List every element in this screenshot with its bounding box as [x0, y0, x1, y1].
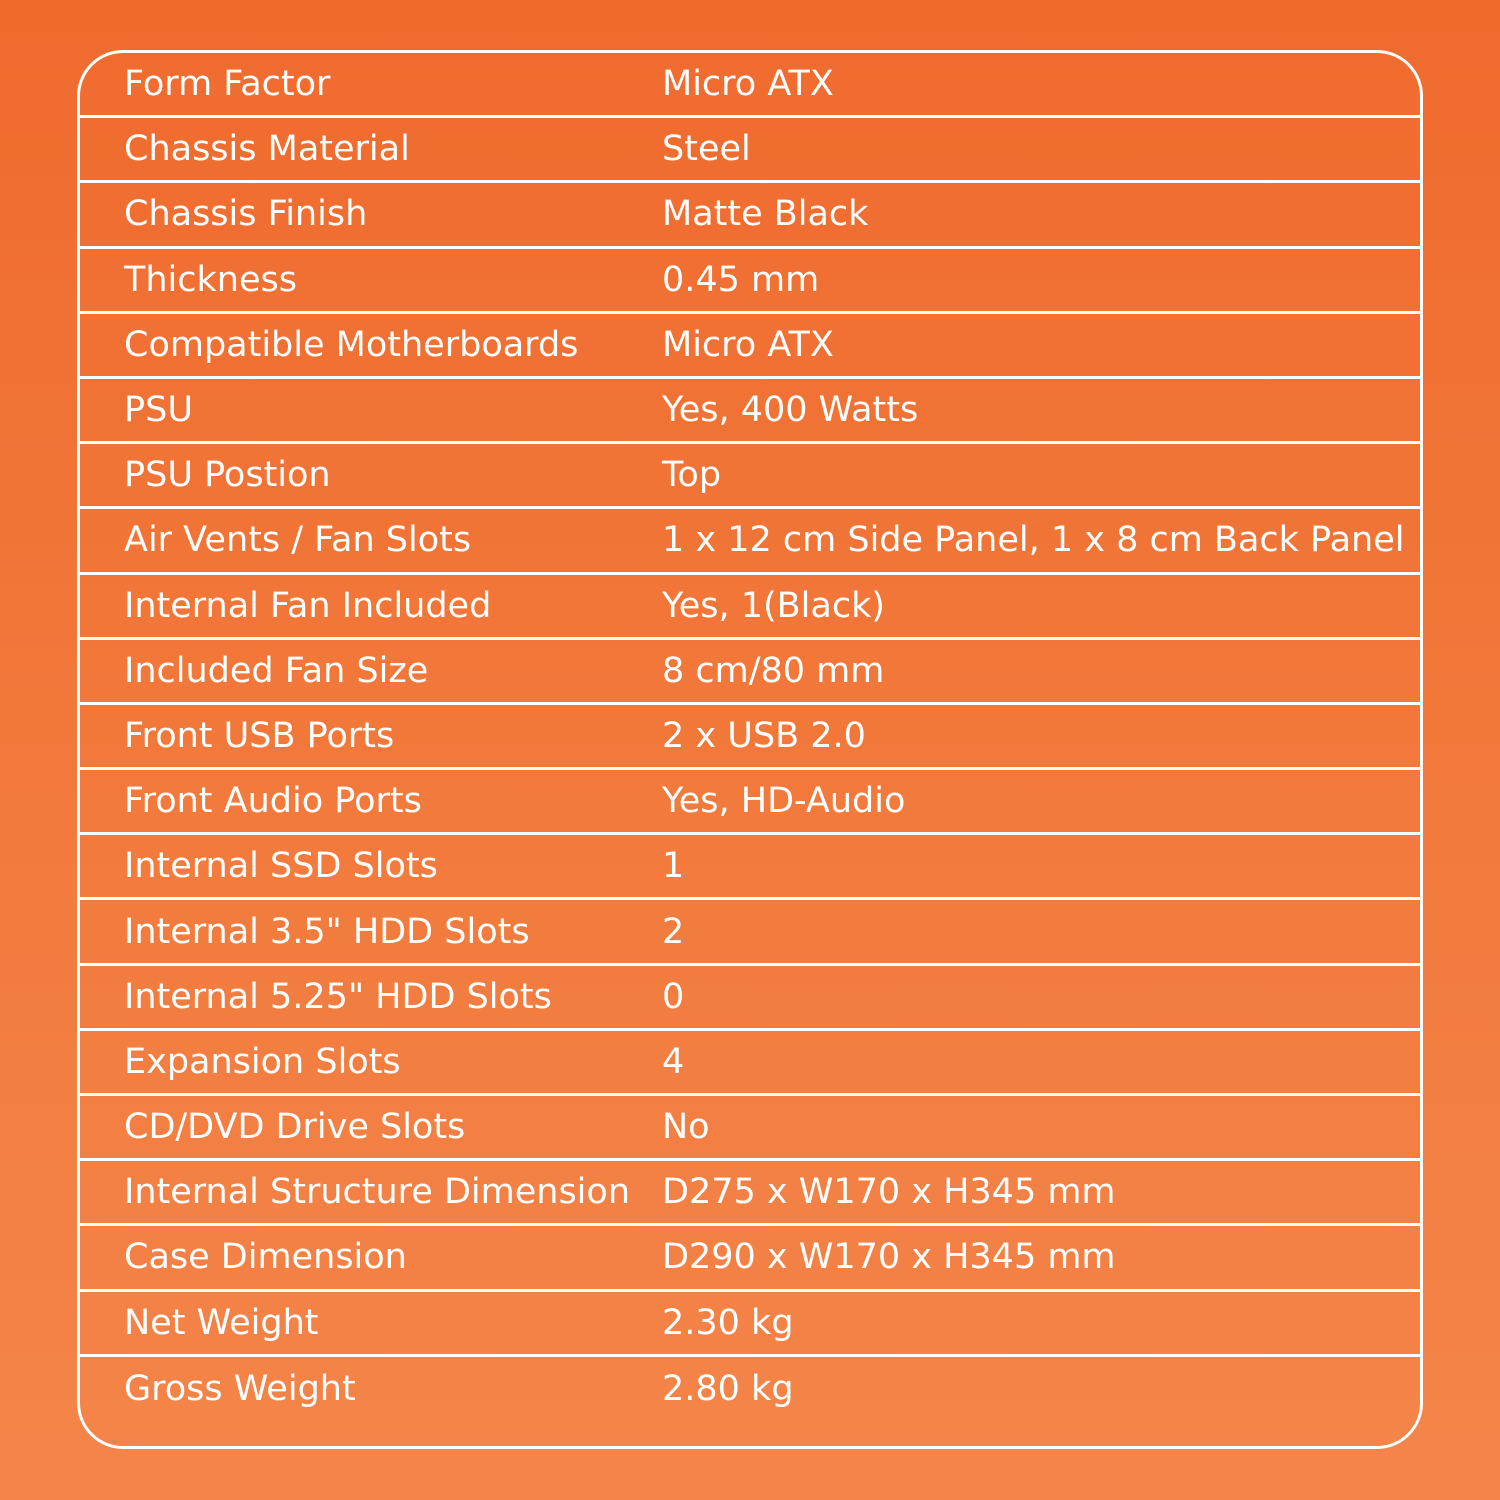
spec-row-form-factor: Form Factor Micro ATX	[80, 53, 1420, 119]
spec-value: Yes, HD-Audio	[662, 781, 906, 822]
spec-value: 4	[662, 1041, 685, 1082]
spec-row-internal-35-hdd-slots: Internal 3.5" HDD Slots 2	[80, 900, 1420, 966]
spec-label: Compatible Motherboards	[124, 324, 579, 365]
spec-row-chassis-finish: Chassis Finish Matte Black	[80, 183, 1420, 249]
spec-row-internal-525-hdd-slots: Internal 5.25" HDD Slots 0	[80, 966, 1420, 1031]
spec-value: Yes, 1(Black)	[662, 585, 886, 626]
spec-label: Chassis Material	[124, 129, 410, 170]
spec-value: 1	[662, 846, 685, 887]
spec-label: Internal 3.5" HDD Slots	[124, 911, 530, 952]
spec-label: Internal SSD Slots	[124, 846, 438, 887]
spec-row-air-vents: Air Vents / Fan Slots 1 x 12 cm Side Pan…	[80, 509, 1420, 575]
spec-row-included-fan-size: Included Fan Size 8 cm/80 mm	[80, 640, 1420, 705]
spec-value: 2 x USB 2.0	[662, 715, 866, 756]
spec-row-front-usb-ports: Front USB Ports 2 x USB 2.0	[80, 705, 1420, 771]
spec-value: 0.45 mm	[662, 259, 820, 300]
spec-row-gross-weight: Gross Weight 2.80 kg	[80, 1357, 1420, 1422]
spec-value: D290 x W170 x H345 mm	[662, 1237, 1116, 1278]
spec-row-internal-ssd-slots: Internal SSD Slots 1	[80, 835, 1420, 901]
spec-value: Steel	[662, 129, 751, 170]
spec-value: Matte Black	[662, 194, 869, 235]
spec-row-expansion-slots: Expansion Slots 4	[80, 1031, 1420, 1096]
spec-row-thickness: Thickness 0.45 mm	[80, 249, 1420, 314]
spec-row-case-dimension: Case Dimension D290 x W170 x H345 mm	[80, 1226, 1420, 1292]
spec-row-cd-dvd-drive-slots: CD/DVD Drive Slots No	[80, 1096, 1420, 1162]
spec-row-compatible-motherboards: Compatible Motherboards Micro ATX	[80, 314, 1420, 379]
spec-table: Form Factor Micro ATX Chassis Material S…	[77, 50, 1423, 1449]
spec-row-front-audio-ports: Front Audio Ports Yes, HD-Audio	[80, 770, 1420, 836]
spec-label: Air Vents / Fan Slots	[124, 520, 472, 561]
spec-label: Internal Structure Dimension	[124, 1172, 630, 1213]
spec-label: Included Fan Size	[124, 650, 429, 691]
spec-row-psu-position: PSU Postion Top	[80, 444, 1420, 510]
spec-row-chassis-material: Chassis Material Steel	[80, 118, 1420, 184]
spec-row-internal-structure-dimension: Internal Structure Dimension D275 x W170…	[80, 1161, 1420, 1227]
spec-label: Expansion Slots	[124, 1041, 401, 1082]
spec-value: No	[662, 1107, 710, 1148]
spec-label: Form Factor	[124, 64, 331, 105]
spec-row-internal-fan-included: Internal Fan Included Yes, 1(Black)	[80, 575, 1420, 640]
spec-label: Gross Weight	[124, 1369, 356, 1410]
spec-value: D275 x W170 x H345 mm	[662, 1172, 1116, 1213]
spec-label: Thickness	[124, 259, 297, 300]
spec-label: Internal Fan Included	[124, 585, 492, 626]
spec-value: 8 cm/80 mm	[662, 650, 885, 691]
spec-row-psu: PSU Yes, 400 Watts	[80, 379, 1420, 445]
spec-value: 2.80 kg	[662, 1369, 794, 1410]
spec-label: Chassis Finish	[124, 194, 368, 235]
spec-value: Micro ATX	[662, 64, 834, 105]
spec-value: 2	[662, 911, 685, 952]
spec-label: Internal 5.25" HDD Slots	[124, 976, 552, 1017]
spec-value: Micro ATX	[662, 324, 834, 365]
spec-label: CD/DVD Drive Slots	[124, 1107, 466, 1148]
spec-label: PSU	[124, 390, 193, 431]
spec-label: Front Audio Ports	[124, 781, 422, 822]
spec-value: Top	[662, 455, 722, 496]
spec-label: PSU Postion	[124, 455, 331, 496]
spec-value: 0	[662, 976, 685, 1017]
spec-label: Front USB Ports	[124, 715, 395, 756]
spec-label: Case Dimension	[124, 1237, 407, 1278]
spec-label: Net Weight	[124, 1302, 319, 1343]
spec-value: Yes, 400 Watts	[662, 390, 919, 431]
spec-row-net-weight: Net Weight 2.30 kg	[80, 1292, 1420, 1357]
spec-value: 1 x 12 cm Side Panel, 1 x 8 cm Back Pane…	[662, 520, 1405, 561]
spec-value: 2.30 kg	[662, 1302, 794, 1343]
